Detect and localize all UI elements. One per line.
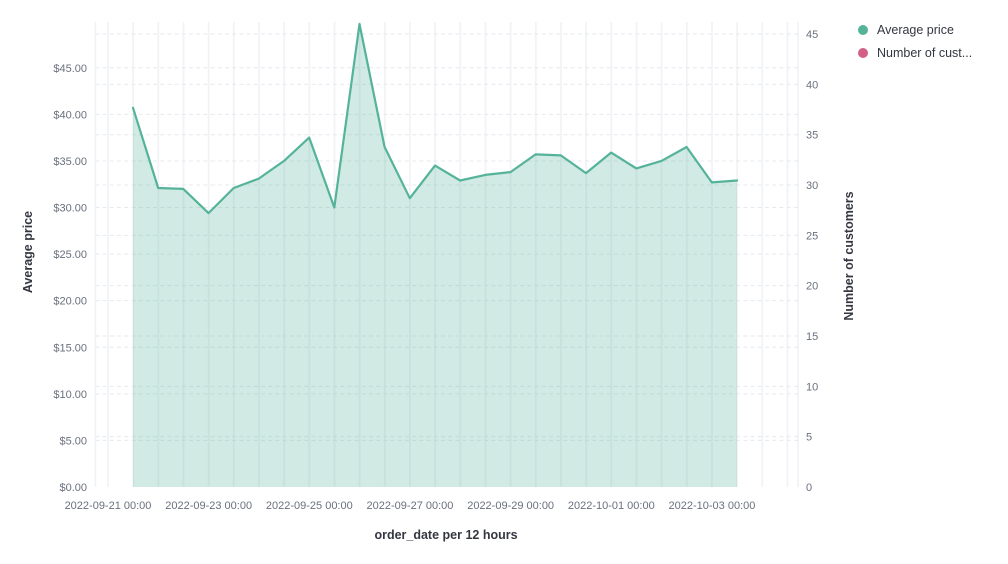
left-axis-tick-label: $0.00 — [59, 482, 87, 494]
x-axis-tick-labels: 2022-09-21 00:00 2022-09-23 00:00 2022-09-… — [65, 500, 756, 512]
legend-label-number-of-customers: Number of cust... — [877, 46, 973, 60]
legend-label-average-price: Average price — [877, 23, 954, 37]
right-axis-tick-label: 40 — [806, 79, 818, 91]
left-axis-tick-label: $15.00 — [53, 342, 87, 354]
x-axis-title: order_date per 12 hours — [374, 528, 518, 542]
x-axis-tick-label: 2022-09-25 00:00 — [266, 500, 353, 512]
left-axis-title: Average price — [21, 210, 35, 294]
right-axis-tick-label: 5 — [806, 432, 812, 444]
right-axis-tick-labels: 0 5 10 15 20 25 30 35 40 45 — [806, 29, 818, 494]
right-axis-title: Number of customers — [842, 191, 856, 321]
right-axis-tick-label: 15 — [806, 331, 818, 343]
left-axis-tick-label: $45.00 — [53, 63, 87, 75]
left-axis-tick-label: $5.00 — [59, 435, 87, 447]
legend: Average price Number of cust... — [858, 23, 972, 60]
x-axis-tick-label: 2022-10-03 00:00 — [669, 500, 756, 512]
legend-dot-average-price-icon — [858, 25, 868, 35]
x-axis-tick-label: 2022-09-29 00:00 — [467, 500, 554, 512]
right-axis-tick-label: 30 — [806, 180, 818, 192]
right-axis-tick-label: 10 — [806, 381, 818, 393]
left-axis-tick-label: $20.00 — [53, 296, 87, 308]
x-axis-tick-label: 2022-09-21 00:00 — [65, 500, 152, 512]
legend-item-number-of-customers[interactable]: Number of cust... — [858, 46, 972, 60]
left-axis-tick-label: $25.00 — [53, 249, 87, 261]
horizontal-gridlines — [95, 33, 798, 441]
x-axis-tick-label: 2022-10-01 00:00 — [568, 500, 655, 512]
left-axis-tick-label: $35.00 — [53, 156, 87, 168]
right-axis-tick-label: 35 — [806, 130, 818, 142]
right-axis-tick-label: 20 — [806, 281, 818, 293]
left-axis-tick-labels: $0.00 $5.00 $10.00 $15.00 $20.00 $25.00 $30.00… — [53, 63, 87, 494]
x-axis-tick-label: 2022-09-27 00:00 — [367, 500, 454, 512]
series-average-price — [131, 22, 739, 487]
legend-dot-number-of-customers-icon — [858, 48, 868, 58]
left-axis-tick-label: $30.00 — [53, 203, 87, 215]
right-axis-tick-label: 25 — [806, 230, 818, 242]
right-axis-tick-label: 0 — [806, 482, 812, 494]
legend-item-average-price[interactable]: Average price — [858, 23, 972, 37]
left-axis-tick-label: $40.00 — [53, 109, 87, 121]
left-axis-tick-label: $10.00 — [53, 389, 87, 401]
average-price-area-fill — [133, 24, 737, 487]
right-axis-tick-label: 45 — [806, 29, 818, 41]
average-price-line — [131, 22, 739, 215]
x-axis-tick-label: 2022-09-23 00:00 — [165, 500, 252, 512]
